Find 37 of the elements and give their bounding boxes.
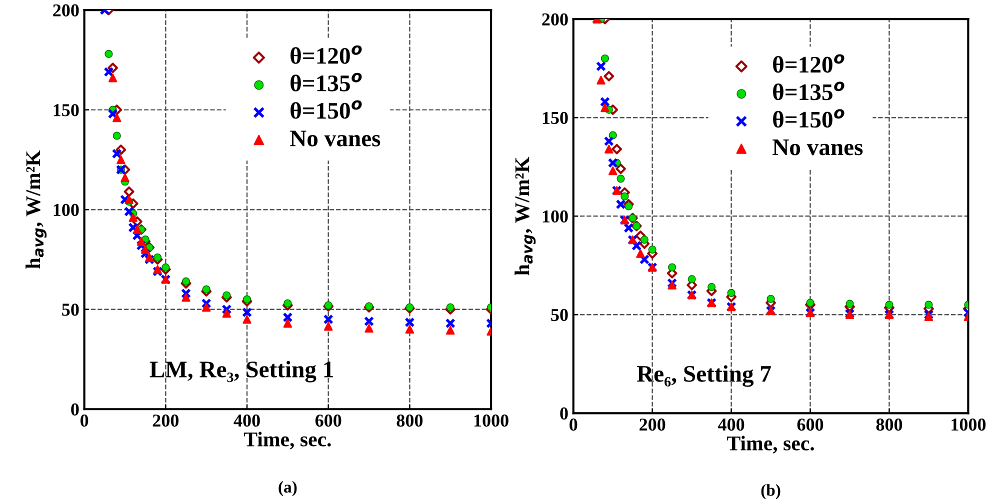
y-axis-title: h$_{avg}$, W/m²K xyxy=(26,150,47,269)
legend-label: No vanes xyxy=(290,130,380,146)
legend-label: θ=135$^{o}$ xyxy=(773,82,844,100)
y-tick-label: 100 xyxy=(542,210,568,223)
x-axis-title: Time, sec. xyxy=(244,432,331,450)
y-tick-label: 100 xyxy=(54,204,79,216)
legend-label: θ=135$^{o}$ xyxy=(290,72,362,92)
annotation: LM, Re₃, Setting 1 xyxy=(150,360,333,382)
y-tick-label: 200 xyxy=(53,4,79,16)
y-tick-label: 50 xyxy=(62,304,79,316)
x-tick-label: 600 xyxy=(315,414,342,427)
legend-label: θ=120$^{o}$ xyxy=(773,54,844,73)
x-tick-label: 1000 xyxy=(474,414,508,427)
text: (a) xyxy=(278,480,297,496)
y-tick-label: 200 xyxy=(542,13,568,26)
y-axis-title: h$_{avg}$, W/m²K xyxy=(514,156,536,276)
legend-label: θ=120$^{o}$ xyxy=(290,45,362,64)
x-tick-label: 400 xyxy=(234,414,260,427)
y-tick-label: 150 xyxy=(54,104,79,116)
x-tick-label: 800 xyxy=(396,414,423,427)
x-tick-label: 200 xyxy=(152,414,179,427)
y-tick-label: 0 xyxy=(71,403,79,416)
legend-label: No vanes xyxy=(772,140,863,156)
x-tick-label: 400 xyxy=(718,418,744,431)
legend-label: θ=150$^{o}$ xyxy=(290,100,362,119)
x-tick-label: 600 xyxy=(797,418,824,431)
x-tick-label: 800 xyxy=(876,418,902,431)
x-tick-label: 0 xyxy=(80,414,88,427)
text: (b) xyxy=(761,484,780,500)
y-tick-label: 150 xyxy=(542,112,568,124)
x-tick-label: 1000 xyxy=(952,418,986,431)
legend-label: θ=150$^{o}$ xyxy=(773,109,844,128)
annotation: Re₆, Setting 7 xyxy=(636,365,771,387)
x-axis-title: Time, sec. xyxy=(727,436,814,454)
x-tick-label: 200 xyxy=(640,418,666,431)
y-tick-label: 50 xyxy=(551,308,568,322)
x-tick-label: 0 xyxy=(570,418,578,431)
